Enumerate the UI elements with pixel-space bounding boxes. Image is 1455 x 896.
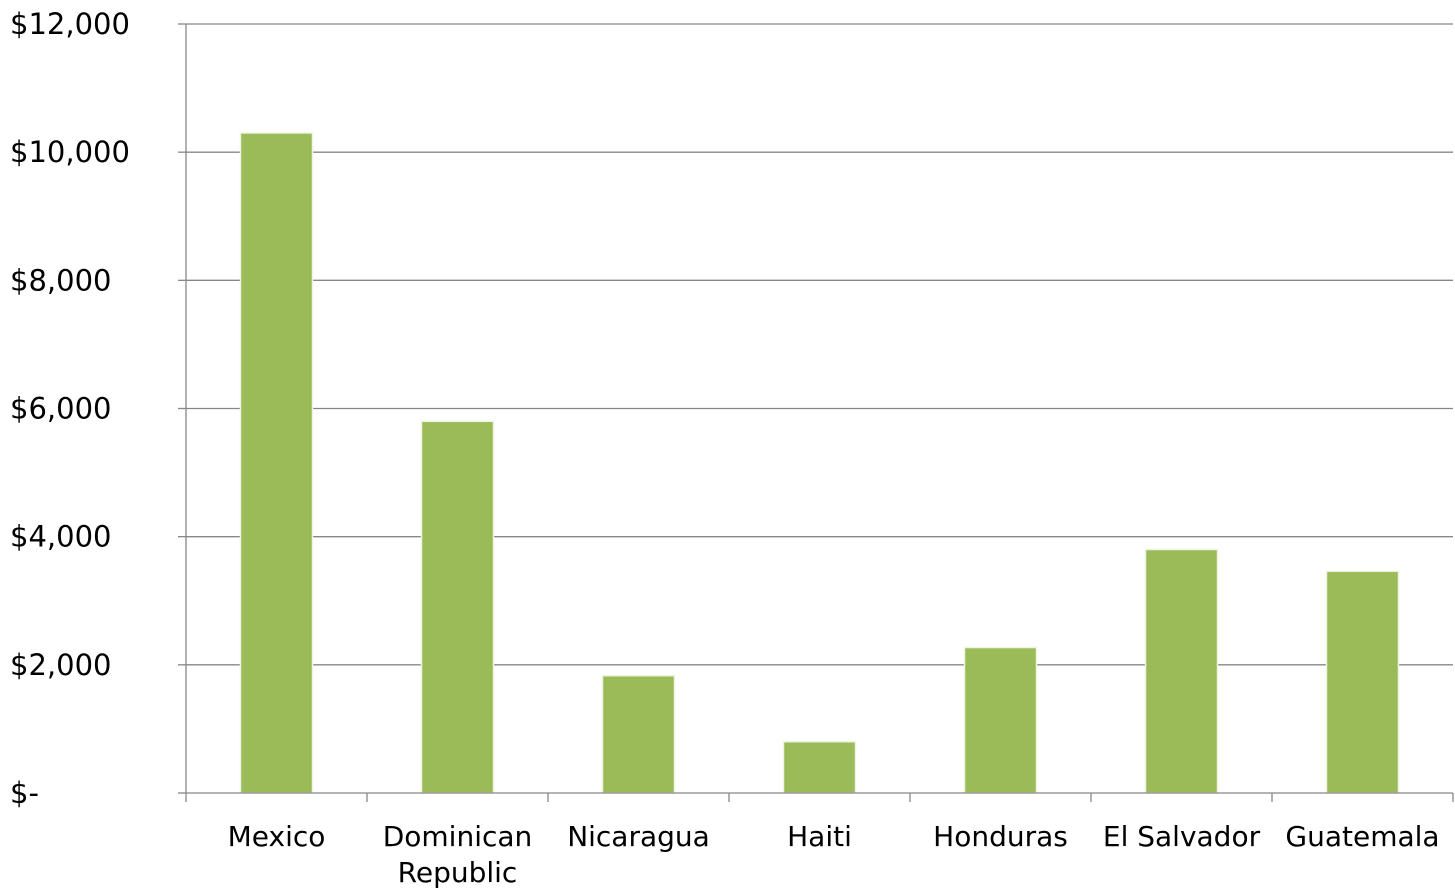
x-tick-label: Guatemala [1285,820,1439,853]
y-tick-label: $10,000 [10,135,130,169]
bar [420,420,495,794]
x-tick-label: Nicaragua [567,820,710,853]
bar [239,132,314,794]
x-tick-label: Republic [398,856,518,889]
bar [1144,548,1219,794]
y-tick-label: $2,000 [10,648,111,682]
bar [1325,570,1400,794]
y-tick-labels: $- $2,000 $4,000 $6,000 $8,000 $10,000 $12,000 [10,7,130,810]
bars [239,132,1400,794]
y-tick-label: $12,000 [10,7,130,41]
gridlines [186,23,1453,666]
bar [782,740,857,794]
x-tick-label: Honduras [933,820,1068,853]
y-tick-label: $4,000 [10,520,111,554]
x-tick-label: Haiti [787,820,852,853]
x-tick-label: El Salvador [1103,820,1261,853]
y-tick-label: $- [10,776,39,810]
y-tick-label: $8,000 [10,263,111,297]
y-tick-label: $6,000 [10,392,111,426]
x-tick-label: Mexico [228,820,326,853]
bar [601,674,676,794]
bar [963,646,1038,794]
x-tick-label: Dominican [383,820,533,853]
axes [178,23,1454,802]
